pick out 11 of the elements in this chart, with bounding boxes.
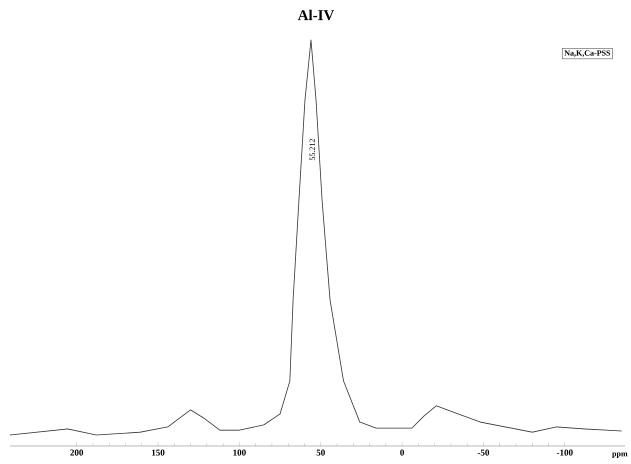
x-tick-label: -100	[556, 450, 573, 456]
x-axis-title: ppm	[612, 452, 628, 458]
x-tick-label: 0	[400, 450, 404, 456]
x-tick-label: 50	[316, 450, 325, 456]
annotation: 55.212	[310, 139, 315, 160]
chart-title: Al-IV	[298, 10, 334, 20]
annotation: Na,K,Ca-PSS	[564, 50, 610, 57]
x-tick-label: 100	[233, 450, 246, 456]
x-tick-label: -50	[478, 450, 490, 456]
x-tick-label: 200	[70, 450, 84, 456]
x-tick-label: 150	[152, 450, 164, 456]
